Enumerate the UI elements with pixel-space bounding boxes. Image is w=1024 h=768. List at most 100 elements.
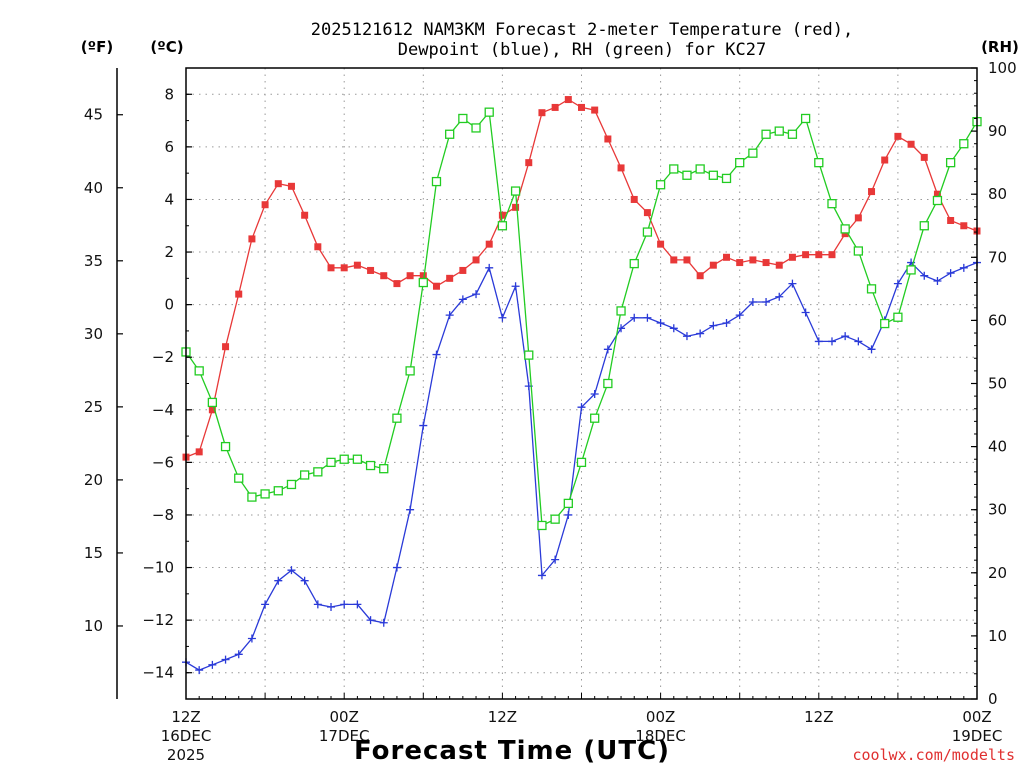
data-point [472, 290, 481, 299]
rh-tick-label: 10 [988, 627, 1007, 645]
data-point [208, 660, 217, 669]
data-point [406, 272, 414, 280]
fahrenheit-tick-label: 10 [84, 617, 103, 635]
data-point [485, 240, 493, 248]
data-point [841, 332, 850, 341]
fahrenheit-tick-label: 15 [84, 544, 103, 562]
data-point [854, 214, 862, 222]
data-point [274, 576, 283, 585]
data-point [274, 180, 282, 188]
rh-tick-label: 100 [988, 59, 1017, 77]
data-point [484, 107, 494, 117]
data-point [313, 467, 323, 477]
data-point [761, 129, 771, 139]
data-point [788, 253, 796, 261]
data-point [868, 188, 876, 196]
data-point [392, 413, 402, 423]
data-point [405, 366, 415, 376]
data-point [775, 292, 784, 301]
data-point [655, 180, 666, 190]
data-point [576, 457, 587, 468]
data-point [932, 195, 943, 206]
data-point [682, 170, 692, 180]
data-point [721, 173, 732, 184]
data-point [393, 280, 401, 288]
data-point [749, 256, 757, 264]
data-point [299, 470, 310, 480]
celsius-tick-label: −8 [152, 506, 174, 524]
data-point [538, 109, 546, 117]
data-point [840, 224, 850, 234]
celsius-tick-label: 4 [164, 190, 174, 208]
data-point [802, 251, 810, 259]
data-point [314, 243, 322, 251]
data-point [353, 600, 362, 609]
data-point [352, 454, 363, 464]
data-point [379, 618, 388, 627]
celsius-tick-label: 0 [164, 296, 174, 314]
data-point [431, 176, 442, 187]
series-dewpoint [182, 258, 981, 675]
data-point [774, 126, 784, 136]
data-point [722, 319, 731, 328]
data-point [511, 282, 520, 291]
data-point [801, 308, 810, 317]
data-point [616, 306, 626, 316]
series-layer [181, 96, 982, 675]
rh-tick-label: 70 [988, 248, 1007, 266]
fahrenheit-tick-label: 25 [84, 398, 103, 416]
data-point [617, 164, 625, 172]
tick-labels: 86420−2−4−6−8−10−12−14454035302520151010… [84, 59, 1017, 764]
series-relative-humidity [181, 107, 982, 531]
data-point [208, 406, 216, 414]
data-point [432, 282, 440, 290]
rh-tick-label: 80 [988, 185, 1007, 203]
data-point [327, 264, 335, 272]
fahrenheit-tick-label: 35 [84, 252, 103, 270]
data-point [630, 195, 638, 203]
data-point [947, 216, 955, 224]
data-point [261, 600, 270, 609]
data-point [669, 324, 678, 333]
data-point [247, 634, 256, 643]
data-point [933, 276, 942, 285]
x-tick-label: 00Z [330, 708, 359, 726]
data-point [458, 295, 467, 304]
fahrenheit-tick-label: 30 [84, 325, 103, 343]
data-point [629, 258, 639, 269]
celsius-tick-label: −6 [152, 453, 174, 471]
credit-text: coolwx.com/modelts [852, 746, 1015, 764]
celsius-tick-label: −2 [152, 348, 174, 366]
data-point [578, 103, 585, 111]
data-point [485, 263, 494, 272]
data-point [946, 269, 955, 278]
data-point [867, 345, 876, 354]
chart-title-line-2: Dewpoint (blue), RH (green) for KC27 [398, 40, 766, 60]
x-tick-label: 00Z [962, 708, 991, 726]
data-point [577, 403, 586, 412]
data-point [590, 390, 599, 399]
data-point [959, 263, 968, 272]
data-point [510, 186, 521, 196]
data-point [564, 510, 573, 519]
data-point [537, 571, 546, 580]
data-point [800, 113, 811, 124]
data-point [472, 256, 480, 264]
data-point [432, 350, 441, 359]
rh-unit-label: (RH) [981, 38, 1019, 56]
data-point [458, 113, 468, 124]
data-point [537, 520, 547, 531]
rh-tick-label: 60 [988, 311, 1007, 329]
data-point [194, 366, 204, 376]
data-point [695, 164, 705, 174]
data-point [445, 129, 455, 139]
series-2-meter-temperature [182, 96, 981, 461]
data-point [551, 103, 559, 111]
data-point [735, 311, 744, 320]
data-point [234, 473, 244, 483]
data-point [814, 157, 824, 168]
data-point [762, 297, 771, 306]
celsius-tick-label: −12 [142, 611, 174, 629]
data-point [696, 272, 704, 280]
